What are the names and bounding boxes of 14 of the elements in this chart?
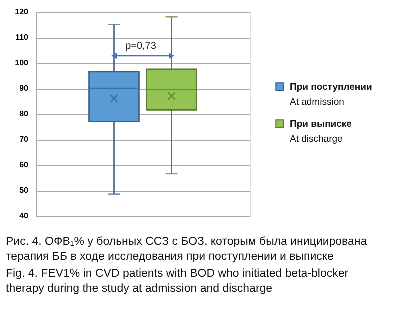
y-tick-label: 110 — [16, 33, 30, 42]
y-tick-label: 80 — [20, 110, 30, 118]
text: Рис. 4. ОФВ₁% у больных ССЗ с БОЗ, которым была инициирована терапия ББ в ходе исследования при поступлении и выписке — [6, 236, 368, 263]
y-tick-label: 90 — [20, 84, 30, 93]
legend-label: При выписке At discharge — [290, 119, 352, 145]
y-tick-label: 100 — [15, 58, 30, 68]
text: Fig. 4. FEV1% in CVD patients with BOD who initiated beta-blocker therapy during the study at admission and discharge — [6, 268, 349, 295]
legend-label: При поступлении At admission — [290, 82, 372, 108]
y-tick-label: 60 — [20, 160, 30, 170]
y-tick-label: 40 — [20, 212, 30, 220]
y-tick-label: 50 — [20, 186, 30, 195]
annotation: p=0,73 — [126, 41, 157, 52]
y-tick-label: 120 — [15, 8, 30, 16]
y-tick-label: 70 — [20, 135, 30, 144]
